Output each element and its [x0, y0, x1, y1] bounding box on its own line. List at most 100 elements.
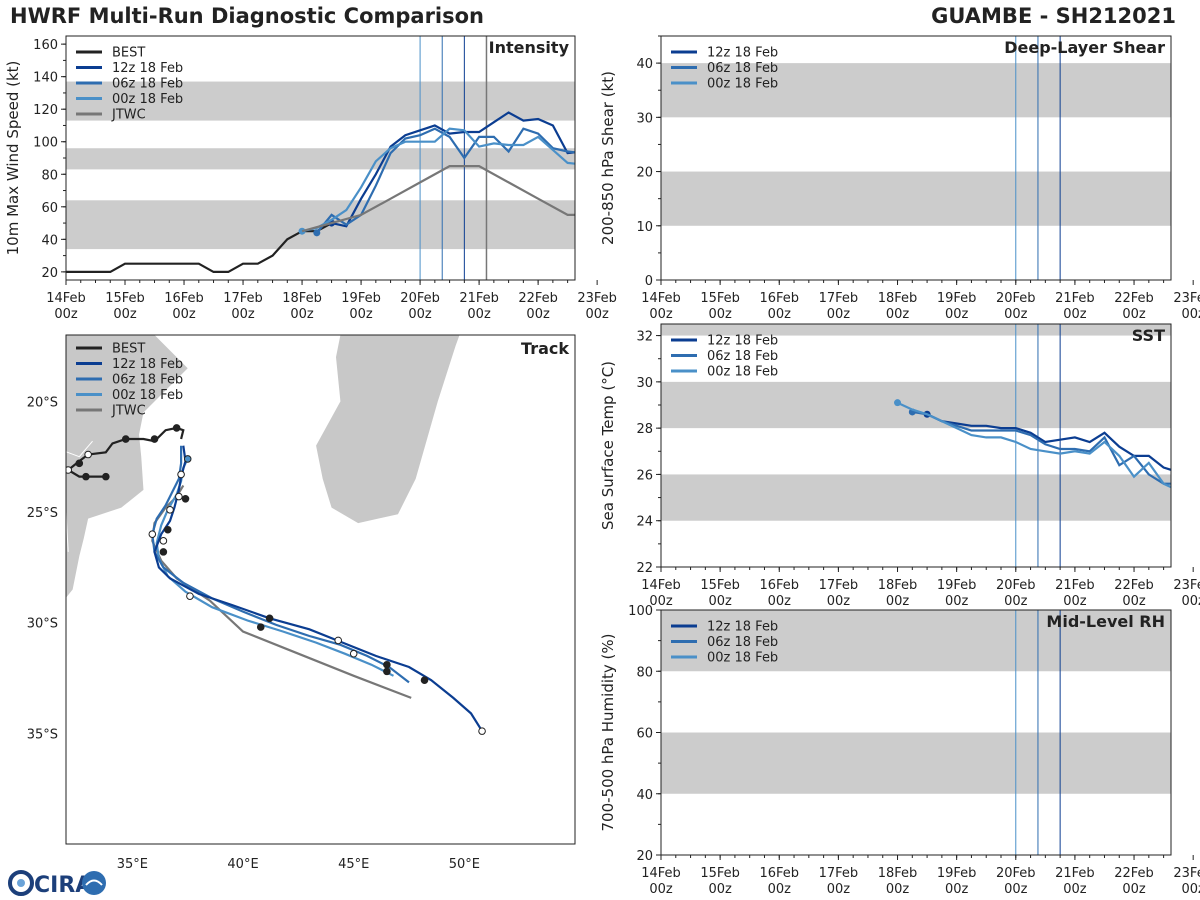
rh-ytick-label-1: 40: [636, 788, 653, 803]
shear-xtick-sublabel-2: 00z: [768, 307, 792, 322]
track-ytick-label-3: 35°S: [27, 727, 58, 742]
track-ytick-label-1: 25°S: [27, 506, 58, 521]
intensity-series-3: [301, 127, 575, 233]
sst-series-2: [897, 401, 1171, 489]
rh-xtick-sublabel-9: 00z: [1181, 882, 1200, 897]
shear-ytick-label-1: 10: [636, 220, 653, 235]
sst-xtick-label-3: 17Feb: [819, 578, 859, 593]
rh-ytick-label-4: 100: [628, 604, 653, 619]
track-xtick-label-2: 45°E: [338, 857, 369, 872]
intensity-xtick-label-5: 19Feb: [341, 291, 381, 306]
sst-xtick-label-2: 16Feb: [759, 578, 799, 593]
rh-xtick-sublabel-4: 00z: [886, 882, 910, 897]
track-series-2: [151, 445, 410, 684]
track-series-4: [151, 484, 412, 699]
track-panel: 35°E 40°E 45°E 50°E 20°S 25°S 30°S 35°S Track BES…: [27, 334, 576, 872]
sst-xtick-sublabel-7: 00z: [1063, 594, 1087, 609]
shear-legend-label-2: 00z 18 Feb: [707, 77, 778, 92]
intensity-xtick-sublabel-8: 00z: [526, 307, 550, 322]
intensity-init-point-2: [313, 229, 321, 237]
intensity-init-point-3: [298, 227, 306, 235]
intensity-legend-label-0: BEST: [112, 46, 145, 61]
track-marker-0-3: [66, 466, 73, 474]
land-masses: [66, 335, 460, 598]
sst-title: SST: [1132, 326, 1165, 345]
track-marker-0-1: [82, 472, 90, 481]
shear-ytick-label-3: 30: [636, 111, 653, 126]
sst-xtick-label-1: 15Feb: [700, 578, 740, 593]
shear-xtick-label-1: 15Feb: [700, 291, 740, 306]
intensity-xtick-sublabel-6: 00z: [408, 307, 432, 322]
intensity-series-2: [315, 127, 575, 234]
intensity-xtick-label-9: 23Feb: [577, 291, 617, 306]
shear-xtick-sublabel-3: 00z: [827, 307, 851, 322]
track-xtick-label-3: 50°E: [449, 857, 480, 872]
sst-series-0: [926, 413, 1171, 471]
track-xtick-label-0: 35°E: [117, 857, 148, 872]
sst-xtick-sublabel-8: 00z: [1122, 594, 1146, 609]
intensity-ytick-label-0: 20: [41, 266, 58, 281]
shear-ytick-label-0: 0: [645, 274, 653, 289]
intensity-ytick-label-7: 160: [33, 38, 58, 53]
track-marker-3-0: [183, 455, 192, 463]
sst-xtick-sublabel-4: 00z: [886, 594, 910, 609]
track-marker-2-4: [334, 636, 343, 645]
intensity-xtick-sublabel-4: 00z: [290, 307, 314, 322]
rh-title: Mid-Level RH: [1046, 612, 1165, 631]
track-marker-2-0: [177, 470, 185, 479]
intensity-band-2: [66, 81, 575, 121]
sst-band-2: [661, 324, 1171, 336]
track-marker-1-1: [164, 525, 172, 534]
rh-xtick-label-3: 17Feb: [819, 866, 859, 881]
track-title: Track: [521, 339, 569, 358]
shear-band-1: [661, 63, 1171, 118]
sst-init-point-2: [894, 399, 902, 407]
sst-xtick-label-6: 20Feb: [996, 578, 1036, 593]
shear-xtick-label-6: 20Feb: [996, 291, 1036, 306]
rh-xtick-label-5: 19Feb: [937, 866, 977, 881]
rh-xtick-sublabel-2: 00z: [768, 882, 792, 897]
shear-panel: 01020304014Feb00z15Feb00z16Feb00z17Feb00…: [599, 35, 1200, 322]
sst-ytick-label-3: 28: [636, 422, 653, 437]
track-marker-0-0: [102, 472, 110, 481]
shear-title: Deep-Layer Shear: [1004, 38, 1165, 57]
track-marker-1-2: [159, 548, 168, 556]
track-marker-3-3: [186, 592, 194, 600]
intensity-panel: 2040608010012014016014Feb00z15Feb00z16Fe…: [4, 35, 617, 322]
shear-ytick-label-2: 20: [636, 166, 653, 181]
intensity-xtick-label-6: 20Feb: [400, 291, 440, 306]
sst-ytick-label-1: 24: [636, 515, 653, 530]
intensity-xtick-sublabel-1: 00z: [113, 307, 137, 322]
rh-xtick-sublabel-5: 00z: [945, 882, 969, 897]
intensity-title: Intensity: [489, 38, 570, 57]
sst-xtick-sublabel-0: 00z: [649, 594, 673, 609]
intensity-xtick-label-4: 18Feb: [282, 291, 322, 306]
intensity-legend-label-4: JTWC: [111, 108, 146, 123]
track-ytick-label-0: 20°S: [27, 395, 58, 410]
intensity-ytick-label-2: 60: [41, 201, 58, 216]
intensity-legend-label-3: 00z 18 Feb: [112, 92, 183, 107]
rh-xtick-sublabel-3: 00z: [827, 882, 851, 897]
sst-xtick-label-0: 14Feb: [641, 578, 681, 593]
sst-xtick-label-4: 18Feb: [878, 578, 918, 593]
track-legend-label-2: 06z 18 Feb: [112, 373, 183, 388]
intensity-xtick-label-0: 14Feb: [46, 291, 86, 306]
shear-band-0: [661, 171, 1171, 226]
sst-legend-label-2: 00z 18 Feb: [707, 365, 778, 380]
track-series-1: [153, 445, 484, 732]
sst-xtick-sublabel-3: 00z: [827, 594, 851, 609]
track-marker-0-4: [84, 450, 92, 459]
intensity-xtick-sublabel-7: 00z: [467, 307, 491, 322]
rh-band-1: [661, 610, 1171, 672]
intensity-legend-label-2: 06z 18 Feb: [112, 77, 183, 92]
rh-xtick-label-1: 15Feb: [700, 866, 740, 881]
rh-xtick-label-2: 16Feb: [759, 866, 799, 881]
storm-id-title: GUAMBE - SH212021: [931, 4, 1176, 28]
track-ytick-label-2: 30°S: [27, 617, 58, 632]
shear-xtick-sublabel-4: 00z: [886, 307, 910, 322]
sst-xtick-sublabel-6: 00z: [1004, 594, 1028, 609]
shear-legend-label-1: 06z 18 Feb: [707, 61, 778, 76]
shear-xtick-label-8: 22Feb: [1114, 291, 1154, 306]
track-marker-3-4: [349, 649, 358, 658]
intensity-ytick-label-3: 80: [41, 168, 58, 183]
